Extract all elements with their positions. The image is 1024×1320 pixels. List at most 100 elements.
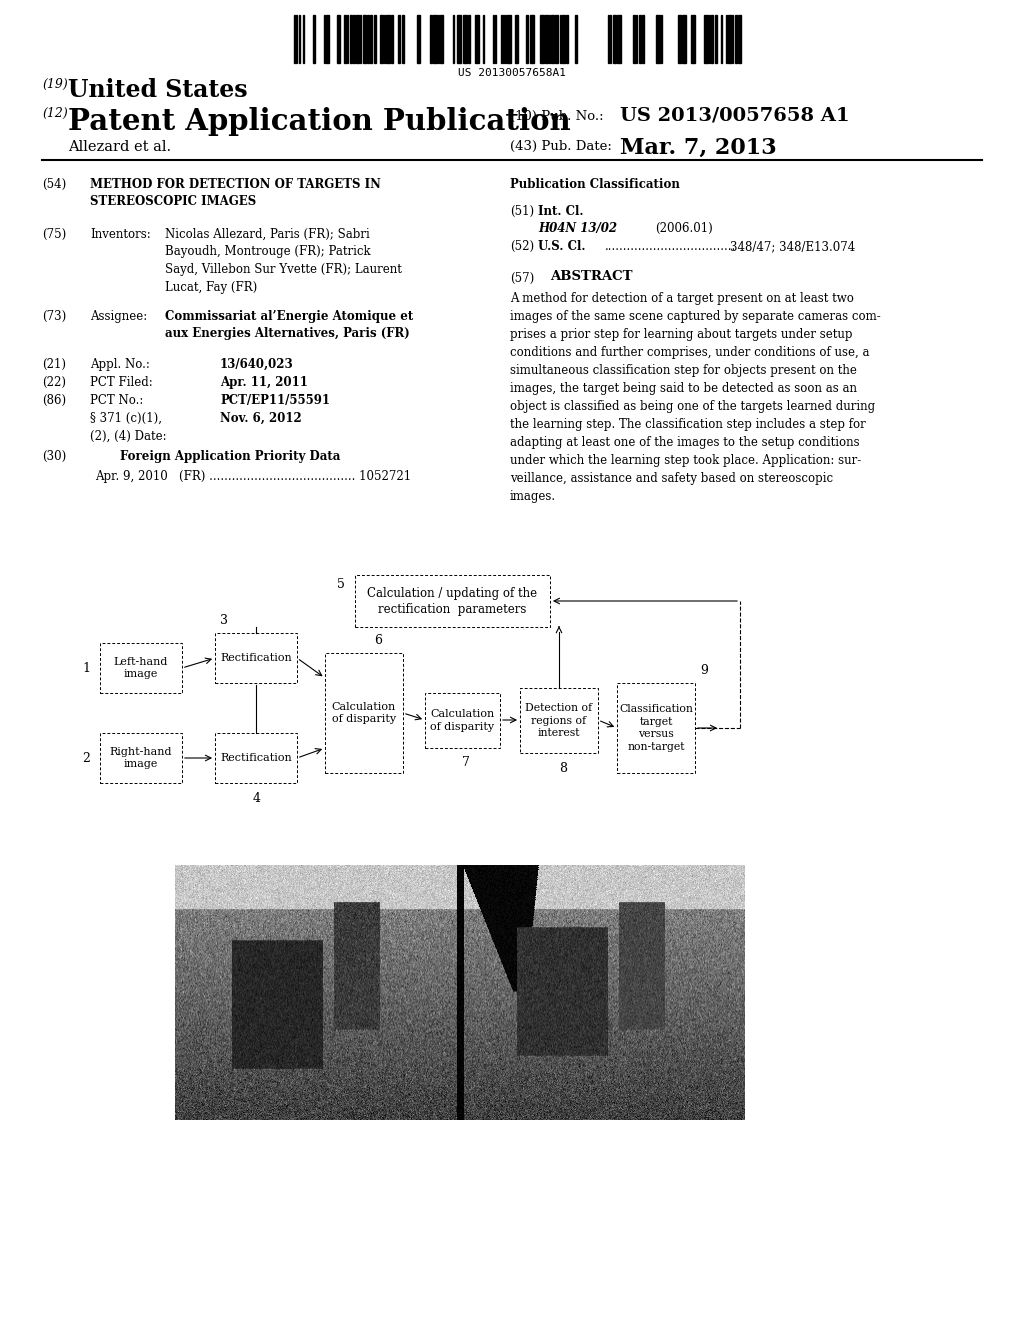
Bar xyxy=(562,15,565,63)
Bar xyxy=(475,15,479,63)
Text: Allezard et al.: Allezard et al. xyxy=(68,140,171,154)
Bar xyxy=(100,733,182,783)
Text: PCT No.:: PCT No.: xyxy=(90,393,143,407)
Text: Nicolas Allezard, Paris (FR); Sabri
Bayoudh, Montrouge (FR); Patrick
Sayd, Ville: Nicolas Allezard, Paris (FR); Sabri Bayo… xyxy=(165,228,401,293)
Text: (30): (30) xyxy=(42,450,67,463)
Text: (54): (54) xyxy=(42,178,67,191)
Bar xyxy=(440,15,443,63)
Bar xyxy=(642,15,644,63)
Text: PCT/EP11/55591: PCT/EP11/55591 xyxy=(220,393,330,407)
Bar xyxy=(515,15,518,63)
Bar xyxy=(735,15,737,63)
Bar xyxy=(526,15,528,63)
Text: U.S. Cl.: U.S. Cl. xyxy=(538,240,586,253)
Text: (12): (12) xyxy=(42,107,68,120)
Text: 8: 8 xyxy=(559,762,567,775)
Bar xyxy=(555,15,558,63)
Bar xyxy=(433,15,437,63)
Bar xyxy=(705,15,708,63)
Bar xyxy=(566,15,568,63)
Text: (75): (75) xyxy=(42,228,67,242)
Text: (2006.01): (2006.01) xyxy=(655,222,713,235)
Text: Calculation / updating of the
rectification  parameters: Calculation / updating of the rectificat… xyxy=(368,586,538,615)
Bar xyxy=(337,15,340,63)
Bar xyxy=(367,15,369,63)
Bar xyxy=(417,15,420,63)
Text: (10) Pub. No.:: (10) Pub. No.: xyxy=(510,110,603,123)
Text: 7: 7 xyxy=(462,756,470,770)
Text: (86): (86) xyxy=(42,393,67,407)
Text: Publication Classification: Publication Classification xyxy=(510,178,680,191)
Text: US 20130057658A1: US 20130057658A1 xyxy=(458,69,566,78)
Text: Classification
target
versus
non-target: Classification target versus non-target xyxy=(620,705,693,751)
Bar xyxy=(344,15,346,63)
Bar xyxy=(711,15,713,63)
Text: § 371 (c)(1),
(2), (4) Date:: § 371 (c)(1), (2), (4) Date: xyxy=(90,412,167,442)
Bar xyxy=(326,15,329,63)
Text: PCT Filed:: PCT Filed: xyxy=(90,376,153,389)
Bar xyxy=(353,15,355,63)
Bar xyxy=(682,15,686,63)
Bar xyxy=(313,15,315,63)
Bar xyxy=(507,15,511,63)
Text: Patent Application Publication: Patent Application Publication xyxy=(68,107,570,136)
Bar xyxy=(617,682,695,774)
Text: Int. Cl.: Int. Cl. xyxy=(538,205,584,218)
Bar xyxy=(738,15,741,63)
Text: Apr. 11, 2011: Apr. 11, 2011 xyxy=(220,376,308,389)
Text: Detection of
regions of
interest: Detection of regions of interest xyxy=(525,704,593,738)
Text: Calculation
of disparity: Calculation of disparity xyxy=(430,709,495,731)
Bar xyxy=(391,15,393,63)
Bar xyxy=(350,15,352,63)
Bar xyxy=(463,15,467,63)
Text: (52): (52) xyxy=(510,240,535,253)
Text: Foreign Application Priority Data: Foreign Application Priority Data xyxy=(120,450,340,463)
Bar xyxy=(398,15,400,63)
Bar xyxy=(633,15,635,63)
Bar xyxy=(325,653,403,774)
Text: 9: 9 xyxy=(700,664,708,677)
Bar xyxy=(540,15,544,63)
Text: (73): (73) xyxy=(42,310,67,323)
Text: 5: 5 xyxy=(337,578,345,591)
Text: Nov. 6, 2012: Nov. 6, 2012 xyxy=(220,412,302,425)
Text: Appl. No.:: Appl. No.: xyxy=(90,358,150,371)
Bar xyxy=(613,15,616,63)
Bar xyxy=(575,15,577,63)
Text: (51): (51) xyxy=(510,205,535,218)
Bar xyxy=(374,15,376,63)
Bar xyxy=(678,15,681,63)
Text: 1: 1 xyxy=(82,661,90,675)
Text: (22): (22) xyxy=(42,376,66,389)
Bar xyxy=(715,15,717,63)
Text: Right-hand
image: Right-hand image xyxy=(110,747,172,770)
Bar xyxy=(215,634,297,682)
Bar xyxy=(380,15,383,63)
Text: (43) Pub. Date:: (43) Pub. Date: xyxy=(510,140,612,153)
Bar xyxy=(551,15,554,63)
Bar xyxy=(430,15,432,63)
Text: Left-hand
image: Left-hand image xyxy=(114,657,168,680)
Bar xyxy=(617,15,621,63)
Bar xyxy=(402,15,404,63)
Text: United States: United States xyxy=(68,78,248,102)
Text: Rectification: Rectification xyxy=(220,653,292,663)
Text: (57): (57) xyxy=(510,272,535,285)
Bar xyxy=(530,15,534,63)
Bar xyxy=(386,15,390,63)
Bar xyxy=(457,15,461,63)
Text: (21): (21) xyxy=(42,358,66,371)
Text: 3: 3 xyxy=(220,615,228,627)
Bar xyxy=(425,693,500,748)
Text: ...................................: ................................... xyxy=(605,240,736,253)
Text: A method for detection of a target present on at least two
images of the same sc: A method for detection of a target prese… xyxy=(510,292,881,503)
Bar xyxy=(520,688,598,752)
Bar xyxy=(545,15,548,63)
Bar xyxy=(370,15,372,63)
Bar xyxy=(355,576,550,627)
Text: Rectification: Rectification xyxy=(220,752,292,763)
Bar xyxy=(215,733,297,783)
Bar xyxy=(362,15,366,63)
Bar xyxy=(356,15,359,63)
Bar xyxy=(691,15,695,63)
